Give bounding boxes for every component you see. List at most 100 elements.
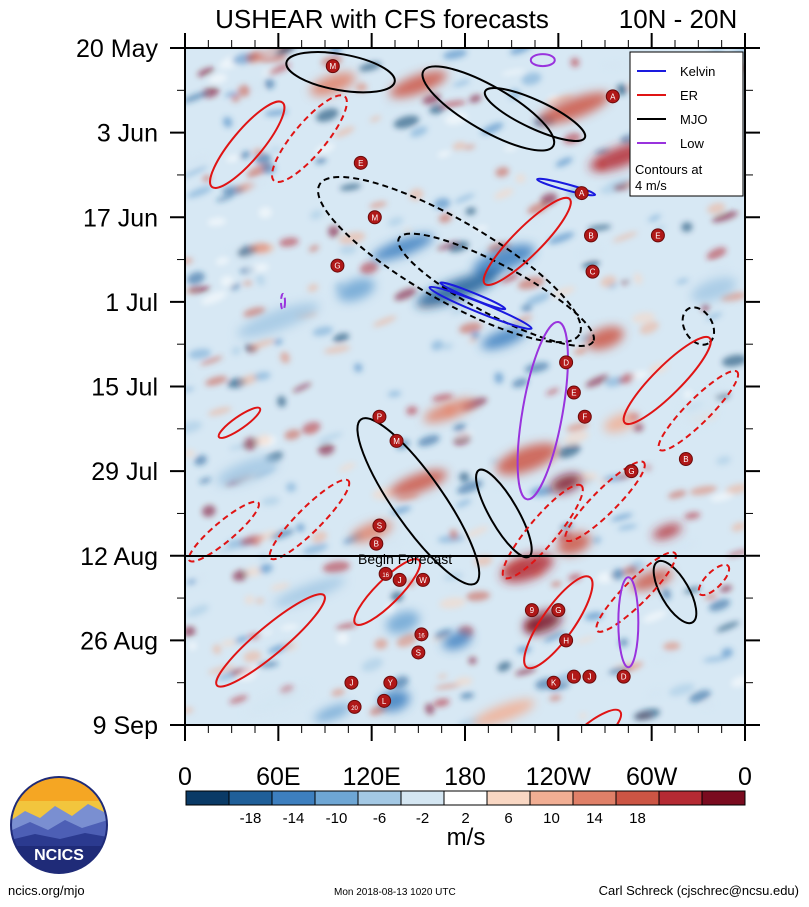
field-cell (280, 624, 299, 631)
field-cell (396, 632, 418, 648)
storm-marker-label: H (563, 636, 569, 645)
storm-marker-symbol (369, 536, 384, 551)
field-cell (647, 688, 665, 700)
storm-marker-label: 20 (351, 706, 358, 712)
low-contour (280, 292, 286, 311)
field-cell (185, 387, 195, 392)
field-cell (302, 421, 321, 435)
field-cell (566, 422, 589, 432)
field-cell (218, 546, 238, 553)
storm-marker-symbol (372, 518, 387, 533)
field-cell (391, 591, 404, 602)
field-cell (256, 661, 279, 668)
field-cell (315, 108, 339, 122)
field-cell (260, 55, 288, 63)
field-cell (264, 109, 288, 117)
field-cell (315, 157, 327, 164)
colorbar-tick-label: 10 (543, 810, 560, 827)
field-cell (716, 455, 731, 465)
field-cell (468, 656, 477, 665)
field-cell (185, 91, 208, 103)
storm-marker: G (551, 603, 566, 618)
field-cell (187, 271, 205, 285)
field-cell (200, 356, 223, 366)
x-tick-label: 60W (626, 763, 678, 791)
storm-marker: M (367, 210, 382, 225)
y-tick-label: 3 Jun (97, 120, 158, 148)
storm-marker-symbol (372, 409, 387, 424)
field-cell (558, 443, 581, 458)
y-tick-label: 1 Jul (105, 289, 158, 317)
storm-marker: B (678, 452, 693, 467)
field-cell (704, 593, 718, 600)
field-cell (442, 49, 468, 60)
field-cell (253, 371, 271, 381)
field-cell (338, 231, 366, 245)
field-cell (689, 690, 711, 703)
field-cell (731, 522, 745, 532)
colorbar-swatch (357, 790, 402, 806)
field-cell (258, 48, 280, 57)
field-cell (208, 73, 228, 84)
field-cell (384, 100, 394, 110)
field-feature (538, 92, 610, 125)
storm-marker-symbol (378, 566, 393, 581)
field-cell (493, 188, 514, 200)
field-cell (465, 591, 491, 601)
field-cell (600, 275, 616, 287)
field-cell (334, 126, 355, 138)
field-cell (494, 372, 504, 384)
field-cell (185, 165, 208, 178)
field-cell (243, 307, 266, 318)
er-contour (337, 850, 406, 907)
storm-marker-label: D (563, 358, 569, 367)
storm-marker-symbol (559, 633, 574, 648)
field-cell (610, 568, 626, 580)
storm-marker-symbol (416, 572, 430, 587)
field-cell (437, 674, 448, 679)
er-contour (595, 551, 677, 633)
field-cell (240, 374, 259, 385)
field-cell (292, 382, 312, 393)
y-tick-label: 29 Jul (91, 458, 158, 486)
storm-marker-symbol (624, 464, 639, 479)
field-cell (730, 675, 745, 688)
mjo-contour (285, 51, 396, 94)
storm-marker: C (585, 264, 600, 279)
er-contour (697, 563, 731, 597)
er-contour (217, 406, 262, 439)
storm-marker: 20 (347, 699, 362, 714)
field-cell (331, 688, 345, 697)
storm-marker-symbol (389, 433, 404, 448)
field-cell (434, 629, 452, 639)
storm-marker-symbol (551, 603, 566, 618)
colorbar-tick-label: -2 (416, 810, 429, 827)
low-contour (516, 320, 569, 501)
field-cell (451, 581, 467, 592)
field-cell (605, 376, 624, 387)
storm-marker-label: S (416, 648, 421, 657)
storm-marker-symbol (344, 675, 359, 690)
field-cell (249, 178, 268, 189)
x-tick-label: 180 (444, 763, 486, 791)
storm-marker: G (624, 464, 639, 479)
kelvin-contour (439, 281, 507, 311)
field-cell (705, 385, 724, 397)
storm-marker-symbol (582, 669, 597, 684)
field-cell (232, 569, 249, 581)
field-cell (261, 496, 280, 506)
field-cell (286, 482, 297, 493)
field-cell (633, 273, 643, 285)
field-cell (185, 626, 196, 637)
storm-marker-label: A (610, 92, 616, 101)
field-cell (335, 622, 358, 631)
field-cell (202, 86, 220, 98)
er-contour (622, 335, 712, 426)
field-feature (372, 234, 434, 261)
low-contour (617, 576, 640, 669)
x-tick-label: 120E (342, 763, 400, 791)
field-cell (489, 458, 499, 464)
field-cell (662, 588, 671, 600)
field-cell (199, 477, 212, 484)
field-cell (239, 253, 265, 264)
